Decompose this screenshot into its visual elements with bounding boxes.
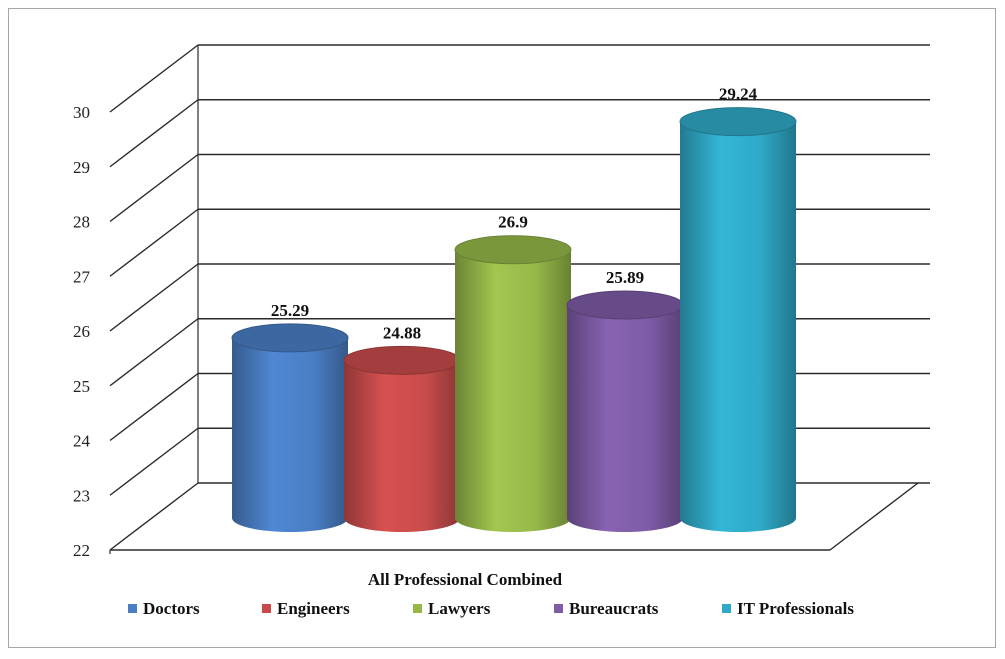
gridline-diagonal [109,263,199,332]
gridline-diagonal [109,153,199,223]
y-tick-label: 23 [73,486,90,505]
gridline-diagonal [109,427,199,496]
y-tick-label: 22 [73,541,90,560]
chart-frame [8,8,996,648]
gridline-diagonal [109,99,199,168]
bar-top-bureaucrats [566,290,684,320]
bars [231,107,797,533]
bar-lawyers [455,249,571,532]
legend-swatch [554,604,563,613]
legend-swatch [722,604,731,613]
data-label: 25.29 [271,301,309,320]
data-label: 26.9 [498,213,528,232]
y-tick-label: 25 [73,377,90,396]
data-labels: 25.29 24.88 26.9 25.89 29.24 [271,85,758,343]
floor-right-edge [829,482,919,551]
bar-it-professionals [680,121,796,533]
gridline-diagonal [109,318,199,387]
legend-label: Doctors [143,599,200,618]
legend-label: Bureaucrats [569,599,659,618]
bar-top-doctors [231,323,349,353]
y-tick-label: 28 [73,213,90,232]
bar-top-lawyers [454,235,572,265]
y-tick-label: 27 [73,267,91,286]
x-category-label: All Professional Combined [368,570,563,589]
legend-swatch [128,604,137,613]
gridline-diagonal [109,44,199,113]
data-label: 29.24 [719,85,758,104]
bar-engineers [344,360,460,532]
data-label: 25.89 [606,268,644,287]
bar-top-it-professionals [679,107,797,137]
y-tick-label: 29 [73,158,90,177]
bar-top-engineers [343,345,461,375]
legend-label: Engineers [277,599,350,618]
y-tick-label: 30 [73,103,90,122]
gridline-diagonal [109,372,199,442]
bar-bureaucrats [567,305,683,532]
gridline-diagonal [109,482,199,551]
data-label: 24.88 [383,323,421,342]
legend-swatch [413,604,422,613]
bar-doctors [232,337,348,532]
legend-label: IT Professionals [737,599,854,618]
legend-label: Lawyers [428,599,491,618]
legend-swatch [262,604,271,613]
y-tick-label: 24 [73,432,91,451]
legend: Doctors Engineers Lawyers Bureaucrats IT Pro… [128,599,854,618]
gridline-diagonal [109,208,199,277]
y-axis-ticks: 22 23 24 25 26 27 28 29 30 [73,103,91,560]
y-tick-label: 26 [73,322,90,341]
